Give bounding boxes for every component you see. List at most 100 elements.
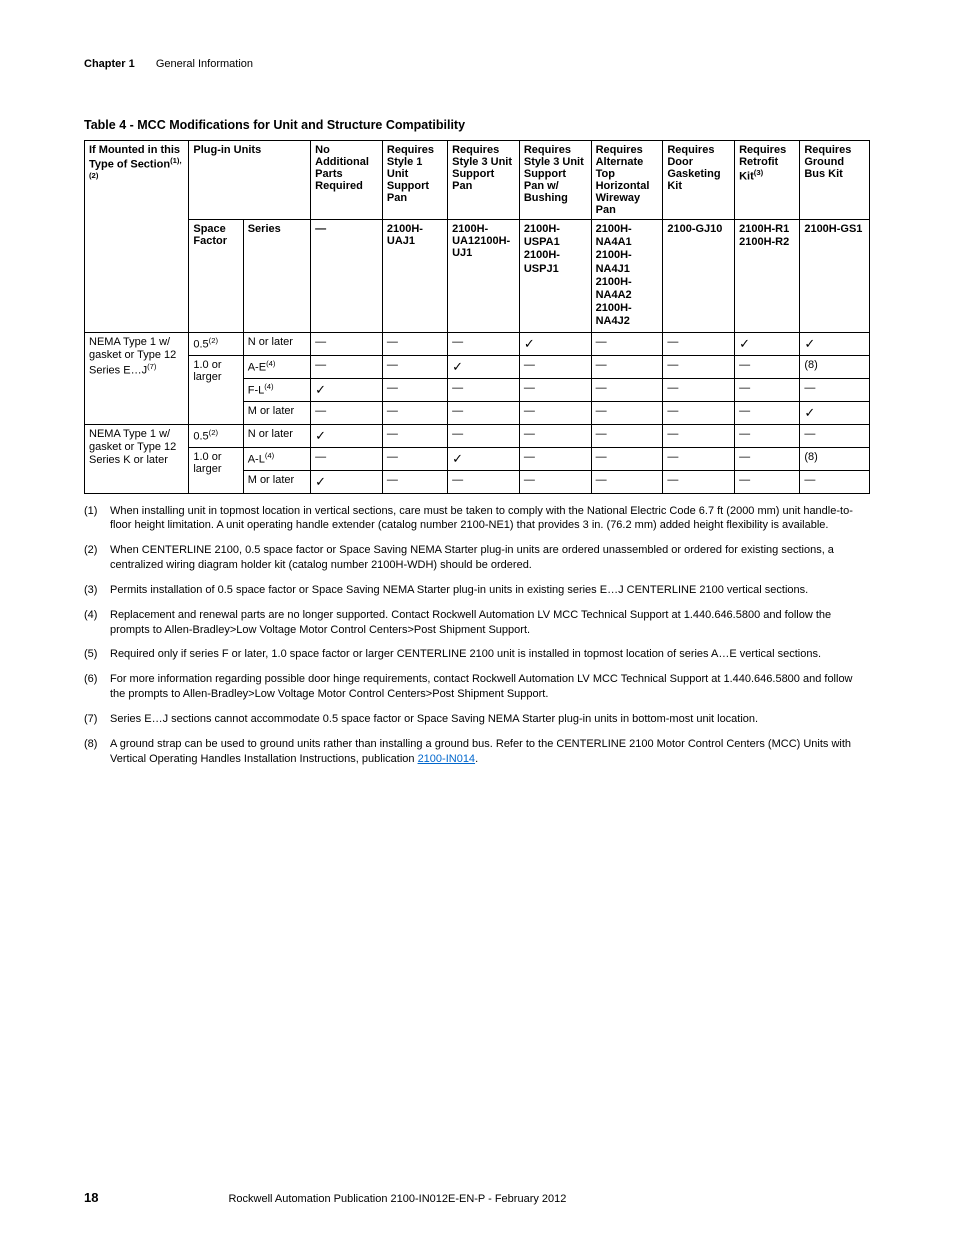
cell: — [311, 332, 383, 355]
sf-cell: 0.5(2) [189, 424, 243, 447]
sub-ua12100h: 2100H-UA12100H-UJ1 [448, 220, 520, 333]
col-retrofit: Requires Retrofit Kit(3) [735, 141, 800, 220]
cell: ✓ [735, 332, 800, 355]
cell: (8) [800, 355, 870, 378]
table-title: Table 4 - MCC Modifications for Unit and… [84, 118, 870, 132]
cell: — [735, 424, 800, 447]
table-row: 1.0 or larger A-E(4) — — ✓ — — — — (8) [85, 355, 870, 378]
cell: — [519, 424, 591, 447]
cell: — [311, 401, 383, 424]
cell: — [800, 424, 870, 447]
running-header: Chapter 1 General Information [84, 58, 870, 70]
publication-info: Rockwell Automation Publication 2100-IN0… [228, 1193, 566, 1205]
sf-cell: 1.0 or larger [189, 447, 243, 493]
cell: — [448, 470, 520, 493]
cell: — [591, 355, 663, 378]
sub-gs1: 2100H-GS1 [800, 220, 870, 333]
cell: — [800, 470, 870, 493]
cell: — [663, 447, 735, 470]
cell: ✓ [311, 424, 383, 447]
table-row: NEMA Type 1 w/ gasket or Type 12Series E… [85, 332, 870, 355]
col-style1: Requires Style 1 Unit Support Pan [382, 141, 447, 220]
cell: — [382, 470, 447, 493]
table-head: If Mounted in this Type of Section(1),(2… [85, 141, 870, 333]
cell: (8) [800, 447, 870, 470]
cell: — [311, 355, 383, 378]
cell: — [591, 470, 663, 493]
cell: — [519, 378, 591, 401]
cell: ✓ [519, 332, 591, 355]
col-mounted: If Mounted in this Type of Section(1),(2… [85, 141, 189, 333]
col-gasket-kit: Requires Door Gasketing Kit [663, 141, 735, 220]
cell: — [382, 401, 447, 424]
cell: — [591, 447, 663, 470]
series-cell: A-E(4) [243, 355, 310, 378]
sub-gj10: 2100-GJ10 [663, 220, 735, 333]
footnote: (7) Series E…J sections cannot accommoda… [84, 712, 870, 727]
footnote: (1) When installing unit in topmost loca… [84, 504, 870, 534]
cell: — [663, 355, 735, 378]
col-wireway: Requires Alternate Top Horizontal Wirewa… [591, 141, 663, 220]
cell: — [382, 447, 447, 470]
col-no-parts: No Additional Parts Required [311, 141, 383, 220]
cell: ✓ [448, 355, 520, 378]
cell: ✓ [800, 332, 870, 355]
cell: — [382, 424, 447, 447]
cell: — [591, 332, 663, 355]
cell: — [663, 378, 735, 401]
header-row-1: If Mounted in this Type of Section(1),(2… [85, 141, 870, 220]
series-cell: A-L(4) [243, 447, 310, 470]
section-label: General Information [156, 58, 253, 70]
col-plugin: Plug-in Units [189, 141, 311, 220]
table-body: NEMA Type 1 w/ gasket or Type 12Series E… [85, 332, 870, 493]
cell: — [519, 470, 591, 493]
cell: — [311, 447, 383, 470]
cell: — [519, 401, 591, 424]
table-row: NEMA Type 1 w/ gasket or Type 12Series K… [85, 424, 870, 447]
cell: — [663, 401, 735, 424]
col-style3-bushing: Requires Style 3 Unit Support Pan w/ Bus… [519, 141, 591, 220]
cell: — [800, 378, 870, 401]
cell: — [591, 378, 663, 401]
sf-cell: 1.0 or larger [189, 355, 243, 424]
cell: — [448, 332, 520, 355]
sub-na4: 2100H-NA4A12100H-NA4J12100H-NA4A22100H-N… [591, 220, 663, 333]
col-style3: Requires Style 3 Unit Support Pan [448, 141, 520, 220]
cell: — [382, 378, 447, 401]
cell: — [519, 355, 591, 378]
sub-uspa: 2100H-USPA12100H-USPJ1 [519, 220, 591, 333]
chapter-label: Chapter 1 [84, 58, 135, 70]
cell: — [663, 332, 735, 355]
sf-cell: 0.5(2) [189, 332, 243, 355]
sub-dash: — [311, 220, 383, 333]
series-cell: M or later [243, 470, 310, 493]
cell: — [382, 332, 447, 355]
sub-r1r2: 2100H-R12100H-R2 [735, 220, 800, 333]
cell: — [591, 401, 663, 424]
cell: — [448, 401, 520, 424]
cell: — [448, 424, 520, 447]
cell: — [591, 424, 663, 447]
sub-space-factor: Space Factor [189, 220, 243, 333]
cell: ✓ [311, 378, 383, 401]
series-cell: N or later [243, 424, 310, 447]
series-cell: N or later [243, 332, 310, 355]
cell: — [735, 470, 800, 493]
footnotes: (1) When installing unit in topmost loca… [84, 504, 870, 767]
cell: — [382, 355, 447, 378]
footnote: (5) Required only if series F or later, … [84, 647, 870, 662]
group-a-label: NEMA Type 1 w/ gasket or Type 12Series E… [85, 332, 189, 424]
table-row: 1.0 or larger A-L(4) — — ✓ — — — — (8) [85, 447, 870, 470]
publication-link[interactable]: 2100-IN014 [418, 753, 476, 765]
col-ground-bus: Requires Ground Bus Kit [800, 141, 870, 220]
cell: — [663, 470, 735, 493]
cell: ✓ [311, 470, 383, 493]
page-number: 18 [84, 1190, 98, 1205]
cell: — [735, 401, 800, 424]
sub-uaj1: 2100H-UAJ1 [382, 220, 447, 333]
footnote: (3) Permits installation of 0.5 space fa… [84, 583, 870, 598]
page: Chapter 1 General Information Table 4 - … [0, 0, 954, 1235]
footnote: (2) When CENTERLINE 2100, 0.5 space fact… [84, 543, 870, 573]
cell: — [663, 424, 735, 447]
footnote: (4) Replacement and renewal parts are no… [84, 608, 870, 638]
